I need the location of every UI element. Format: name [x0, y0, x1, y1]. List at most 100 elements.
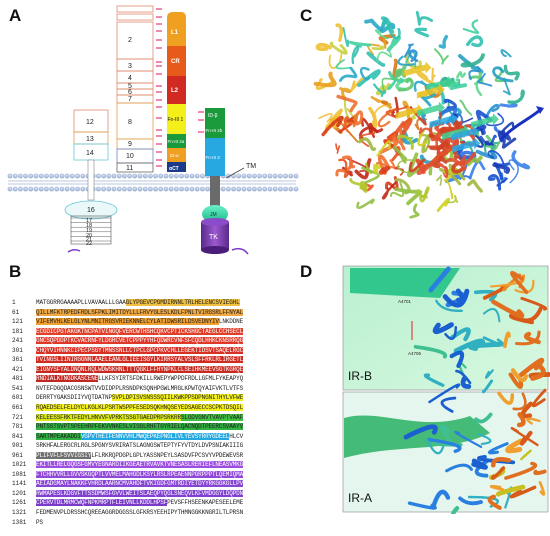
- beta-strand-arrow: [442, 124, 471, 140]
- ribbon-strand: [436, 197, 450, 212]
- stack-seg-21: 21: [86, 237, 92, 243]
- ribbon-strand: [453, 338, 486, 354]
- ribbon-strand: [396, 135, 414, 150]
- sequence-position: 121: [12, 318, 23, 326]
- sequence-position: 1201: [12, 489, 27, 497]
- lipid-head: [267, 186, 273, 192]
- ribbon-strand: [477, 433, 492, 445]
- sequence-position: 181: [12, 327, 23, 335]
- helix-region: [344, 415, 490, 458]
- domain-ida-label: ID-α: [170, 153, 179, 158]
- lipid-head: [38, 173, 44, 179]
- lipid-head: [127, 186, 132, 192]
- ribbon-strand: [338, 116, 355, 134]
- beta-seg-14: 14: [86, 150, 94, 157]
- sequence-row: 841 SARTMPEAKADDIVGPVTHEIFENNVVHLMWQEPKEP…: [12, 432, 342, 442]
- lipid-head: [179, 173, 185, 179]
- sequence-row: 361 TVINGSLIINIRGGNNLAAELEANLGLIEEISGYLKI…: [12, 355, 342, 365]
- ribbon-strand: [526, 417, 541, 425]
- domain-id-alpha: [167, 148, 186, 162]
- domain-idb-label: ID-β: [208, 113, 218, 119]
- ribbon-strand: [397, 77, 414, 92]
- alpha-seg-8: 8: [128, 119, 132, 126]
- ribbon-strand: [423, 373, 445, 387]
- ribbon-strand: [500, 49, 512, 58]
- lipid-head: [262, 186, 268, 192]
- lipid-head: [132, 186, 138, 192]
- ribbon-strand: [342, 155, 356, 169]
- domain-fn3-2a: [167, 134, 186, 148]
- ribbon-strand: [440, 396, 457, 413]
- lipid-head: [174, 186, 179, 192]
- ribbon-strand: [405, 51, 417, 69]
- ribbon-strand: [528, 372, 550, 379]
- domain-l2-label: L2: [171, 88, 179, 94]
- ribbon-strand: [484, 369, 494, 379]
- ribbon-strand: [466, 155, 483, 167]
- stack-seg-19: 19: [86, 228, 92, 234]
- lipid-head: [257, 186, 262, 192]
- ribbon-strand: [338, 158, 350, 179]
- lipid-head: [44, 173, 49, 179]
- ribbon-strand: [315, 42, 332, 52]
- ribbon-strand: [468, 68, 484, 84]
- sequence-segment: EKITLLRELGQGSFGMVYEGNARDIIKGEAETRVAVKTVN…: [36, 461, 244, 469]
- domain-l1: [167, 12, 186, 46]
- sequence-row: 1381 PS: [12, 518, 342, 528]
- domain-fn1-label: Fn-III 1: [168, 117, 184, 123]
- ribbon-strand: [444, 98, 457, 110]
- ribbon-strand: [335, 58, 351, 70]
- panel-label-b: B: [9, 262, 22, 281]
- ribbon-strand: [481, 379, 494, 394]
- ribbon-strand: [462, 19, 479, 35]
- lipid-head: [137, 186, 143, 192]
- sequence-position: 781: [12, 423, 23, 431]
- lipid-head: [236, 186, 242, 192]
- beta-strand-arrow: [403, 61, 432, 77]
- lipid-head: [33, 173, 39, 179]
- sequence-segment: SRKHFALERGCRLRGLSPGNYSVRIRATSLAGNGSWTEPT…: [36, 442, 244, 450]
- sequence-segment: LLKFSYIRTSFDKILLRWEPYWPPDFRDLLGFMLFYKEAP…: [98, 375, 244, 383]
- ribbon-strand: [482, 336, 506, 347]
- ribbon-strand: [329, 41, 348, 55]
- ribbon-strand: [376, 140, 391, 157]
- lipid-head: [38, 186, 44, 192]
- beta-strand-arrow: [416, 101, 445, 117]
- lipid-head: [70, 186, 75, 192]
- lipid-head: [49, 173, 54, 179]
- lipid-head: [189, 173, 195, 179]
- sequence-segment: EIGNYSFYALDNQNLRQLWDWSKHNLTTTQGKLFFHYNPK…: [36, 365, 244, 373]
- ribbon-strand: [381, 16, 392, 30]
- sequence-segment: PLIFVFLFSVVIGSIY: [36, 451, 92, 459]
- ribbon-strand: [487, 442, 509, 455]
- ribbon-strand: [443, 179, 454, 200]
- ribbon-strand: [351, 45, 360, 65]
- beta-strand-arrow: [429, 112, 458, 128]
- lipid-head: [28, 186, 34, 192]
- lipid-head: [23, 173, 28, 179]
- sequence-position: 961: [12, 451, 23, 459]
- isoform-comparison: IR-B IR-A A4701 A4706: [340, 258, 550, 522]
- ribbon-strand: [401, 117, 413, 135]
- ribbon-strand: [413, 344, 448, 359]
- receptor-schematic: 2 3 4 5 6 7 8 9 10 11 12 13 14 16 17 18 …: [7, 5, 299, 255]
- ribbon-strand: [436, 174, 442, 186]
- ribbon-strand: [510, 368, 528, 383]
- ribbon-strand: [477, 72, 493, 87]
- beta-strand-arrow: [451, 125, 480, 141]
- lipid-head: [272, 186, 278, 192]
- sequence-segment: PNTSSTSVPTSPEEHRPFEKVVNKESLVISGLRHFTGYRI…: [36, 423, 244, 431]
- ribbon-strand: [359, 132, 376, 147]
- ribbon-strand: [462, 151, 477, 165]
- ribbon-strand: [383, 36, 387, 49]
- beta-strand-arrow: [416, 83, 445, 99]
- sequence-row: 481 RNDIALKTNGDKASCENELLKFSYIRTSFDKILLRWE…: [12, 374, 342, 384]
- ribbon-strand: [452, 150, 461, 161]
- c-terminal-tail: [498, 108, 541, 142]
- ribbon-strand: [458, 496, 483, 506]
- ribbon-strand: [416, 186, 430, 199]
- ribbon-strand: [468, 65, 482, 81]
- lipid-head: [28, 173, 34, 179]
- stack-seg-18: 18: [86, 223, 92, 229]
- alpha-seg-9: 9: [128, 141, 132, 148]
